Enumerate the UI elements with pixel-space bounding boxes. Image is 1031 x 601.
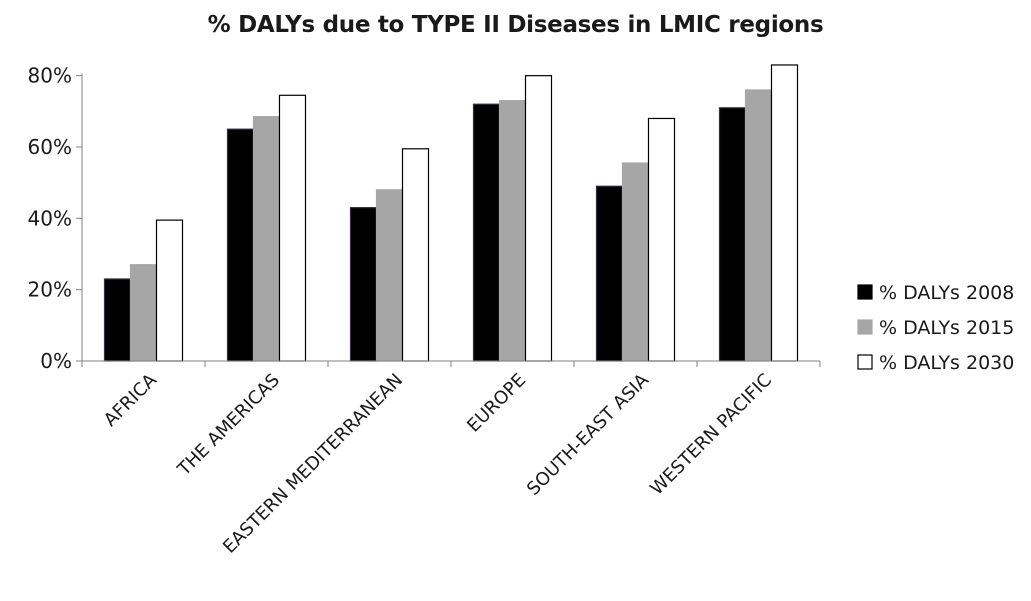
legend: % DALYs 2008 % DALYs 2015 % DALYs 2030 — [858, 282, 1014, 374]
bar-2-1 — [131, 265, 157, 361]
bar-3-4 — [526, 76, 552, 361]
legend-swatch — [858, 355, 872, 369]
x-tick-label: AFRICA — [100, 369, 162, 431]
legend-label: % DALYs 2030 — [879, 352, 1014, 374]
x-tick-label: EUROPE — [463, 370, 530, 437]
y-axis: 0% 20% 40% 60% 80% — [28, 64, 82, 373]
bar-2-2 — [254, 117, 280, 361]
y-tick-label: 40% — [28, 206, 72, 230]
bar-1-5 — [597, 186, 623, 361]
x-tick-label: THE AMERICAS — [173, 370, 284, 481]
bars — [105, 65, 798, 361]
y-tick-label: 20% — [28, 278, 72, 302]
bar-1-2 — [228, 129, 254, 361]
bar-1-3 — [351, 208, 377, 361]
bar-1-6 — [720, 108, 746, 361]
bar-1-1 — [105, 279, 131, 361]
legend-label: % DALYs 2015 — [879, 317, 1014, 339]
bar-2-5 — [623, 163, 649, 361]
y-tick-label: 80% — [28, 64, 72, 88]
bar-3-3 — [403, 149, 429, 361]
x-tick-label: WESTERN PACIFIC — [646, 370, 776, 500]
bar-3-1 — [157, 220, 183, 361]
legend-label: % DALYs 2008 — [879, 282, 1014, 304]
bar-3-2 — [280, 95, 306, 361]
legend-swatch — [858, 285, 872, 299]
y-tick-label: 60% — [28, 135, 72, 159]
x-tick-label: SOUTH-EAST ASIA — [523, 369, 654, 500]
bar-3-5 — [649, 118, 675, 361]
y-tick-label: 0% — [40, 349, 72, 373]
bar-2-4 — [500, 101, 526, 361]
legend-swatch — [858, 320, 872, 334]
bar-2-3 — [377, 190, 403, 361]
bar-2-6 — [746, 90, 772, 361]
bar-1-4 — [474, 104, 500, 361]
bar-3-6 — [772, 65, 798, 361]
